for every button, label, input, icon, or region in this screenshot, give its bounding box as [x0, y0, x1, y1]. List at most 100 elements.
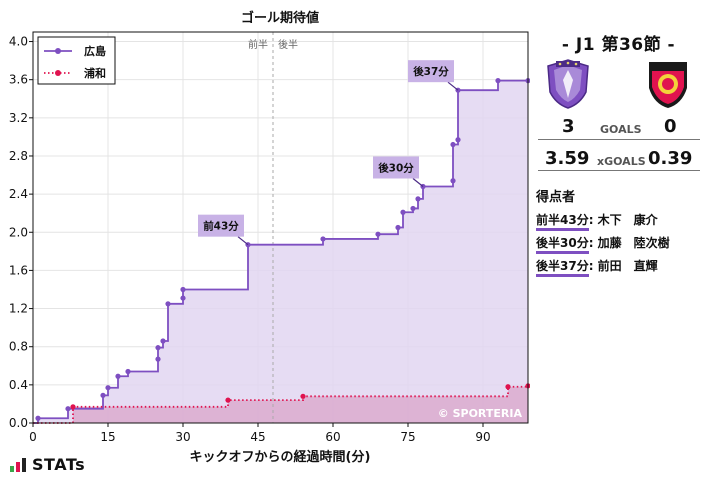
scorer-name: : 前田 直輝: [588, 259, 658, 273]
urawa-crest-icon: [644, 58, 692, 110]
stats-logo-text: STATs: [32, 455, 86, 474]
y-tick-label: 2.8: [9, 149, 28, 163]
watermark: © SPORTERIA: [438, 407, 523, 420]
scorer-3: 後半37分: 前田 直輝: [536, 257, 658, 277]
annotation-label: 前43分: [203, 220, 239, 233]
annotation-box: [198, 214, 244, 237]
data-point: [70, 404, 76, 410]
halftime-marker: 前半 後半: [248, 32, 298, 423]
data-point: [320, 236, 326, 242]
annotation-box: [408, 60, 454, 83]
annotation-label: 後30分: [377, 161, 414, 174]
data-point: [105, 385, 111, 391]
legend-label: 広島: [84, 44, 106, 58]
match-panel: - J1 第36節 - 3 GOALS 0 3.59 xGOALS 0.39 得…: [530, 0, 707, 479]
x-tick-label: 30: [175, 430, 190, 444]
xg-label: xGOALS: [597, 155, 646, 168]
area-fills: [33, 80, 528, 423]
x-tick-label: 0: [29, 430, 37, 444]
data-point: [495, 78, 501, 84]
data-point: [180, 295, 186, 301]
x-tick-label: 45: [250, 430, 265, 444]
data-point: [300, 393, 306, 399]
annotation-box: [373, 156, 419, 179]
round-title: - J1 第36節 -: [561, 35, 676, 55]
series-points: [35, 78, 530, 421]
chart-title: ゴール期待値: [241, 10, 319, 26]
legend-box: [37, 36, 116, 85]
scorer-1: 前半43分: 木下 康介: [536, 211, 658, 231]
away-goals: 0: [664, 116, 677, 137]
scorer-name: : 加藤 陸次樹: [588, 236, 670, 250]
goals-row: 3 GOALS 0: [530, 116, 707, 138]
divider: [538, 139, 700, 140]
data-point: [65, 406, 71, 412]
data-point: [450, 141, 456, 148]
home-xg: 3.59: [545, 148, 590, 169]
data-point: [155, 356, 161, 362]
y-tick-label: 0.8: [9, 340, 28, 354]
xg-row: 3.59 xGOALS 0.39: [530, 148, 707, 172]
legend-swatch-point: [55, 48, 61, 54]
goals-label: GOALS: [600, 123, 642, 136]
data-point: [375, 231, 381, 237]
annotation-label: 後37分: [412, 65, 449, 78]
y-tick-label: 1.6: [9, 263, 28, 277]
y-tick-label: 0.0: [9, 416, 28, 430]
y-tick-label: 3.6: [9, 73, 28, 87]
data-point: [155, 345, 161, 351]
scorer-time: 後半30分: [536, 236, 589, 254]
x-tick-label: 75: [400, 430, 415, 444]
y-tick-label: 4.0: [9, 35, 28, 49]
home-goals: 3: [562, 116, 575, 137]
second-half-label: 後半: [278, 38, 298, 51]
x-axis-label: キックオフからの経過時間(分): [190, 449, 371, 465]
series-fill-0: [33, 80, 528, 423]
annotation-pointer: [237, 236, 249, 246]
axes: 0.0 0.4 0.8 1.2 1.6 2.0 2.4 2.8 3.2 3.6 4.0 0 15 30 45…: [9, 31, 529, 444]
y-tick-label: 2.0: [9, 225, 28, 239]
data-point: [180, 286, 186, 293]
y-tick-label: 2.4: [9, 187, 28, 201]
data-point: [100, 392, 106, 398]
series-fill-1: [33, 385, 528, 423]
divider: [538, 170, 700, 171]
data-point: [35, 415, 41, 421]
data-point: [455, 137, 461, 143]
stats-bars-icon: [10, 458, 26, 472]
y-tick-label: 3.2: [9, 111, 28, 125]
data-point: [395, 224, 401, 231]
data-point: [225, 397, 231, 403]
hiroshima-crest-icon: [544, 58, 592, 110]
goal-annotations: 前43分 後30分 後37分: [198, 60, 459, 246]
series-line-1: [33, 385, 529, 424]
data-point: [400, 209, 406, 215]
data-point: [165, 301, 171, 307]
annotation-pointer: [447, 81, 459, 91]
plot-frame: [32, 31, 529, 424]
scorer-time: 前半43分: [536, 213, 589, 231]
data-point: [410, 205, 416, 212]
away-xg: 0.39: [648, 148, 693, 169]
data-point: [505, 384, 511, 390]
x-tick-label: 15: [100, 430, 115, 444]
x-tick-label: 90: [475, 430, 490, 444]
scorers-title: 得点者: [536, 190, 576, 205]
data-point: [415, 196, 421, 202]
data-point: [450, 178, 456, 184]
y-tick-label: 0.4: [9, 378, 28, 392]
legend-label: 浦和: [84, 66, 106, 80]
scorer-2: 後半30分: 加藤 陸次樹: [536, 234, 670, 254]
data-point: [115, 373, 121, 379]
y-tick-label: 1.2: [9, 302, 28, 316]
annotation-pointer: [412, 178, 424, 187]
xg-chart: ゴール期待値 前半 後半 前43分 後30分 後37分 0.0 0.4 0.8 1.2 1.6…: [9, 10, 530, 465]
first-half-label: 前半: [248, 38, 268, 51]
data-point: [160, 338, 166, 344]
data-point: [125, 368, 131, 375]
scorer-time: 後半37分: [536, 259, 589, 277]
scorer-name: : 木下 康介: [588, 213, 658, 227]
x-tick-label: 60: [325, 430, 340, 444]
legend-swatch-point: [55, 70, 61, 76]
